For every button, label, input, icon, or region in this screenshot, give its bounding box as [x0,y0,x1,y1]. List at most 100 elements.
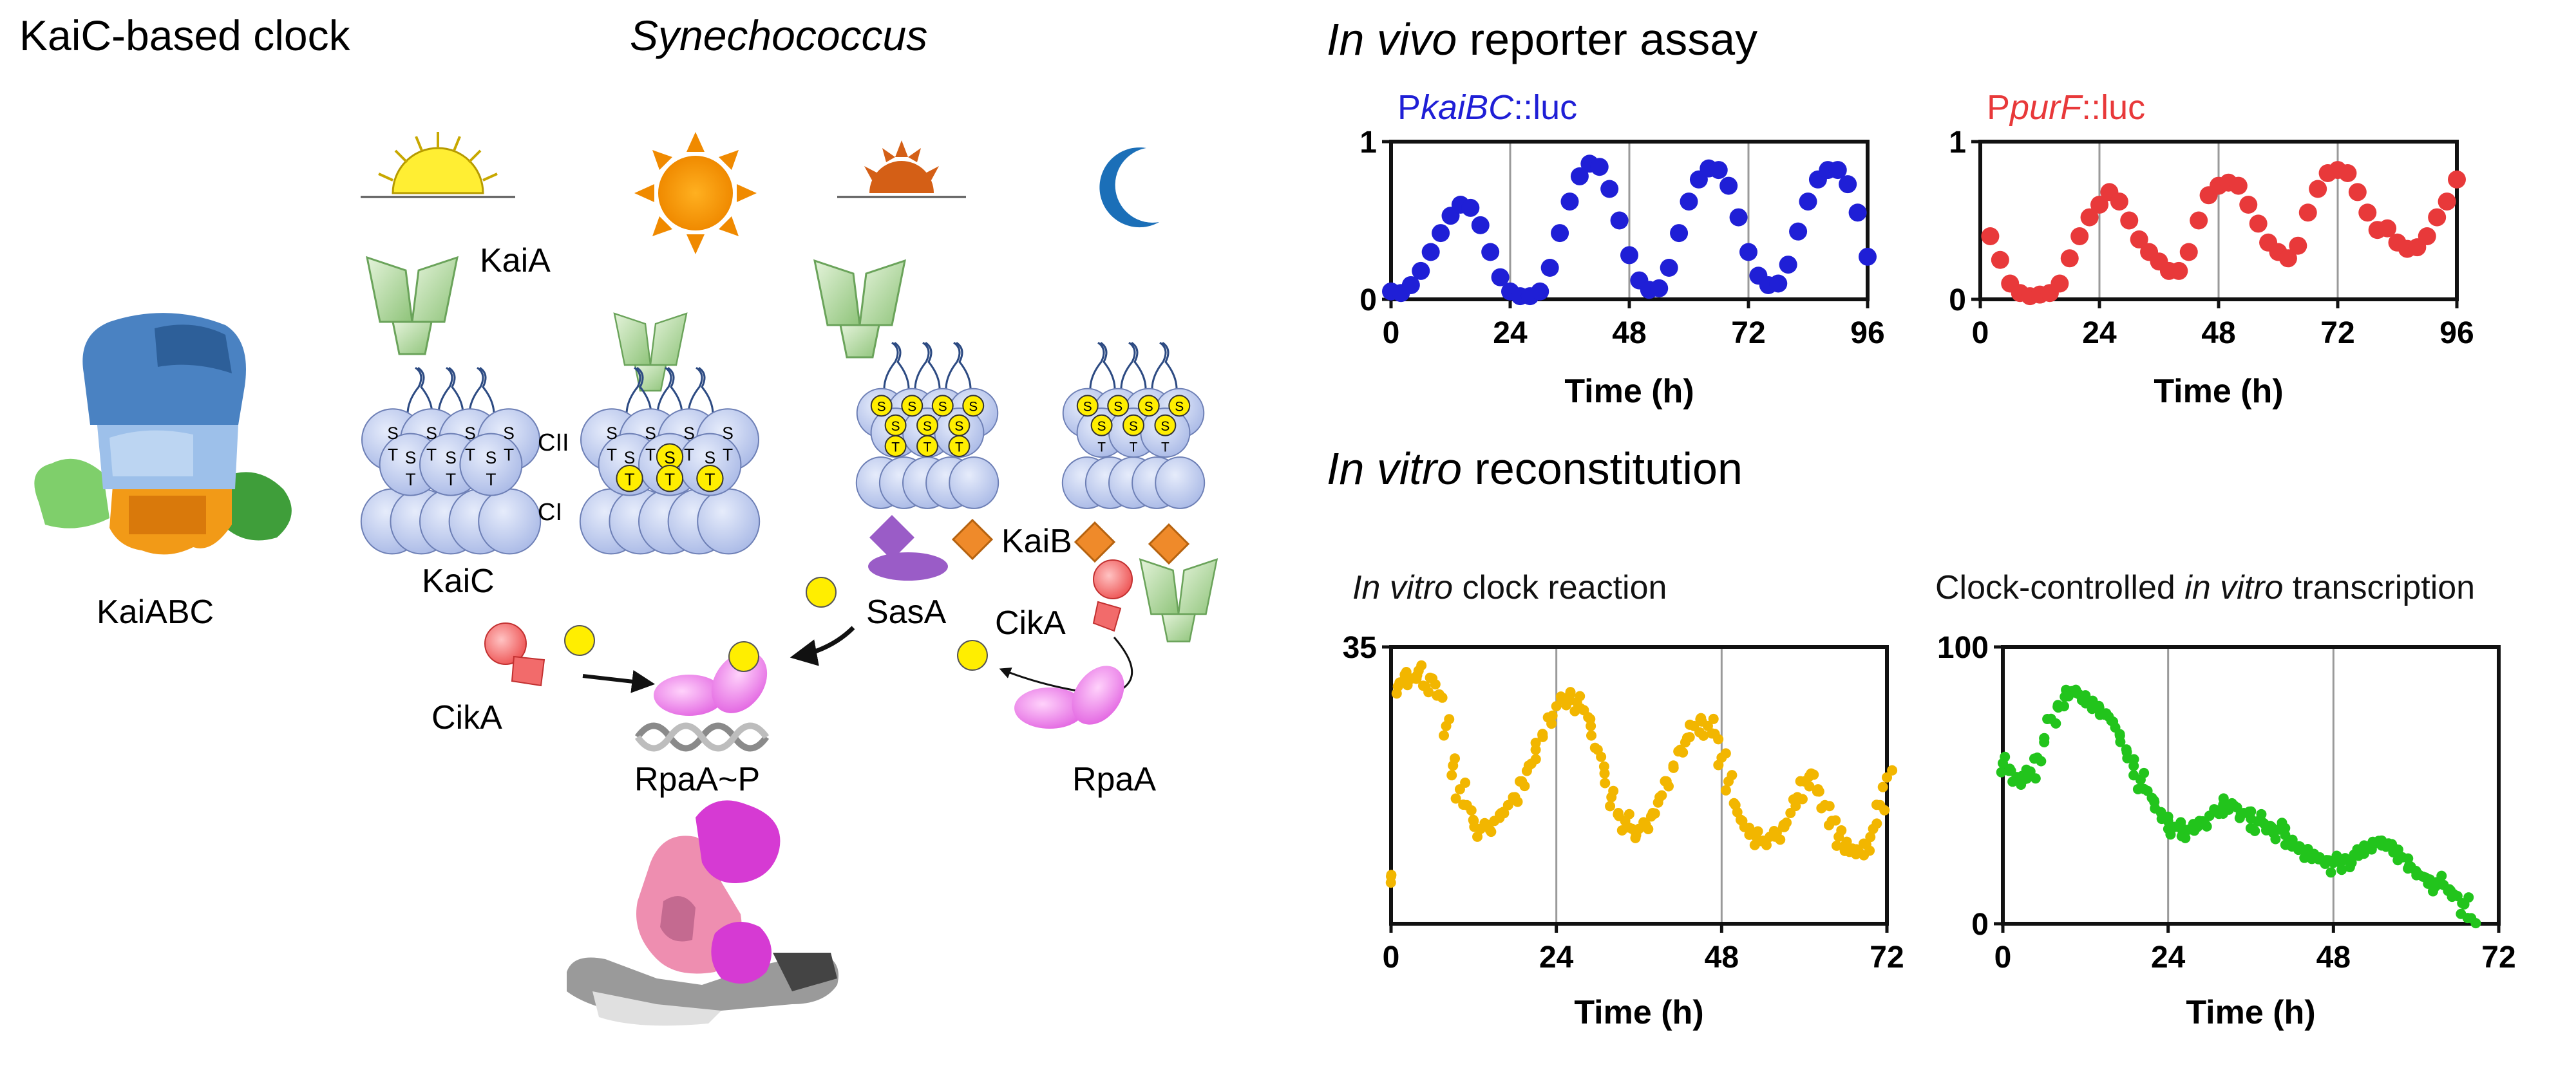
chart-point [1660,776,1671,787]
phospho-site-label: T [607,445,617,464]
chart-point [1709,161,1728,180]
phospho-site-label: S [1083,400,1092,415]
chart-title-part: P [1397,88,1421,127]
phospho-site [870,395,893,417]
chart-point [1695,714,1706,725]
chart-point [1713,760,1724,771]
chart-point [1728,798,1739,809]
chart-point [1560,192,1579,211]
chart-point [2348,183,2367,201]
chart-point [1850,848,1861,859]
chart-title: PpurF::luc [1987,88,2145,127]
chart-point [1412,261,1430,280]
chart-point [1775,834,1786,845]
chart-point [1425,672,1435,683]
phosphate-dot [957,640,988,671]
chart-point [2418,227,2436,245]
chart-frame [2001,645,2501,926]
chart-point [1391,688,1402,699]
chart-3: In vitro clock reaction 0 24 48 72 35 Time (h) [1343,569,1904,1031]
chart-point [1670,224,1689,243]
chart-point [1864,845,1875,856]
chart-point [1481,243,1500,261]
phospho-site-label: S [387,424,399,443]
chart-point [1719,176,1738,195]
chart-point [1991,250,2009,269]
phospho-site-label: T [426,445,437,464]
chart-point [1547,710,1558,721]
chart-point [2336,865,2347,875]
chart-xtick-label: 96 [1850,316,1884,350]
phospho-site-label: S [954,419,963,434]
chart-point [1471,216,1490,234]
chart-point [1839,175,1857,194]
chart-point [1768,825,1779,836]
chart-point [1386,870,1397,881]
chart-point [2448,889,2459,900]
chart-point [1824,801,1835,812]
chart-point [1779,256,1797,274]
chart-point [1871,800,1882,810]
chart-title: PkaiBC::luc [1397,88,1577,127]
phospho-site-label: T [923,440,932,454]
kaic-clock-heading: KaiC-based clock [19,12,351,59]
chart-ytick-label: 0 [1359,283,1377,317]
chart-point [2287,834,2298,845]
phospho-site-label: T [665,470,675,489]
chart-point [1668,762,1679,773]
chart-point [2090,196,2108,214]
chart-point [2218,793,2229,804]
phospho-site-label: T [955,440,963,454]
in-vitro-heading: In vitro reconstitution [1327,444,1743,494]
chart-xlabel: Time (h) [2154,373,2283,410]
chart-point [1650,279,1669,297]
phospho-site [1107,395,1130,417]
chart-point [1540,259,1559,277]
chart-point [1585,714,1596,725]
phospho-site [916,435,938,457]
cika-left-label: CikA [431,699,502,736]
phospho-site [884,435,907,457]
phospho-site-label: S [907,400,916,415]
chart-point [1865,832,1876,843]
phospho-site [901,395,923,417]
phospho-site [931,395,954,417]
phosphate-dot [806,577,837,608]
chart-point [1570,167,1589,185]
chart-xtick-label: 72 [2481,940,2515,975]
chart-point [2021,764,2032,775]
chart-point [2256,809,2267,819]
phospho-site-label: S [486,448,497,467]
sunset-icon [837,140,966,198]
phospho-site-label: S [503,424,515,443]
chart-point [1531,282,1549,301]
chart-point [1698,730,1709,741]
phospho-site-label: T [625,470,635,489]
chart-title: Clock-controlled in vitro transcription [1935,569,2475,606]
chart-point [2270,834,2281,845]
phospho-site [1154,414,1177,436]
chart-point [1859,247,1877,266]
chart-point [1417,680,1428,691]
phospho-site-label: S [705,448,716,467]
chart-point [1680,737,1690,748]
chart-point [1729,208,1748,227]
phospho-site [696,465,724,492]
chart-point [1795,776,1806,787]
chart-point [1788,794,1799,805]
chart-point [1530,754,1541,765]
kaia-bound-icon [613,312,688,392]
chart-point [2106,715,2117,726]
chart-point [2462,913,2473,924]
chart-point [2170,261,2188,280]
chart-point [2039,737,2050,748]
chart-point [1565,687,1576,698]
chart-point [2030,773,2041,784]
chart-point [1600,778,1611,789]
chart-point [2239,196,2258,214]
phospho-site-label: T [486,470,496,489]
chart-point [1530,738,1541,749]
chart-point [1660,259,1678,277]
phospho-site [616,465,643,492]
